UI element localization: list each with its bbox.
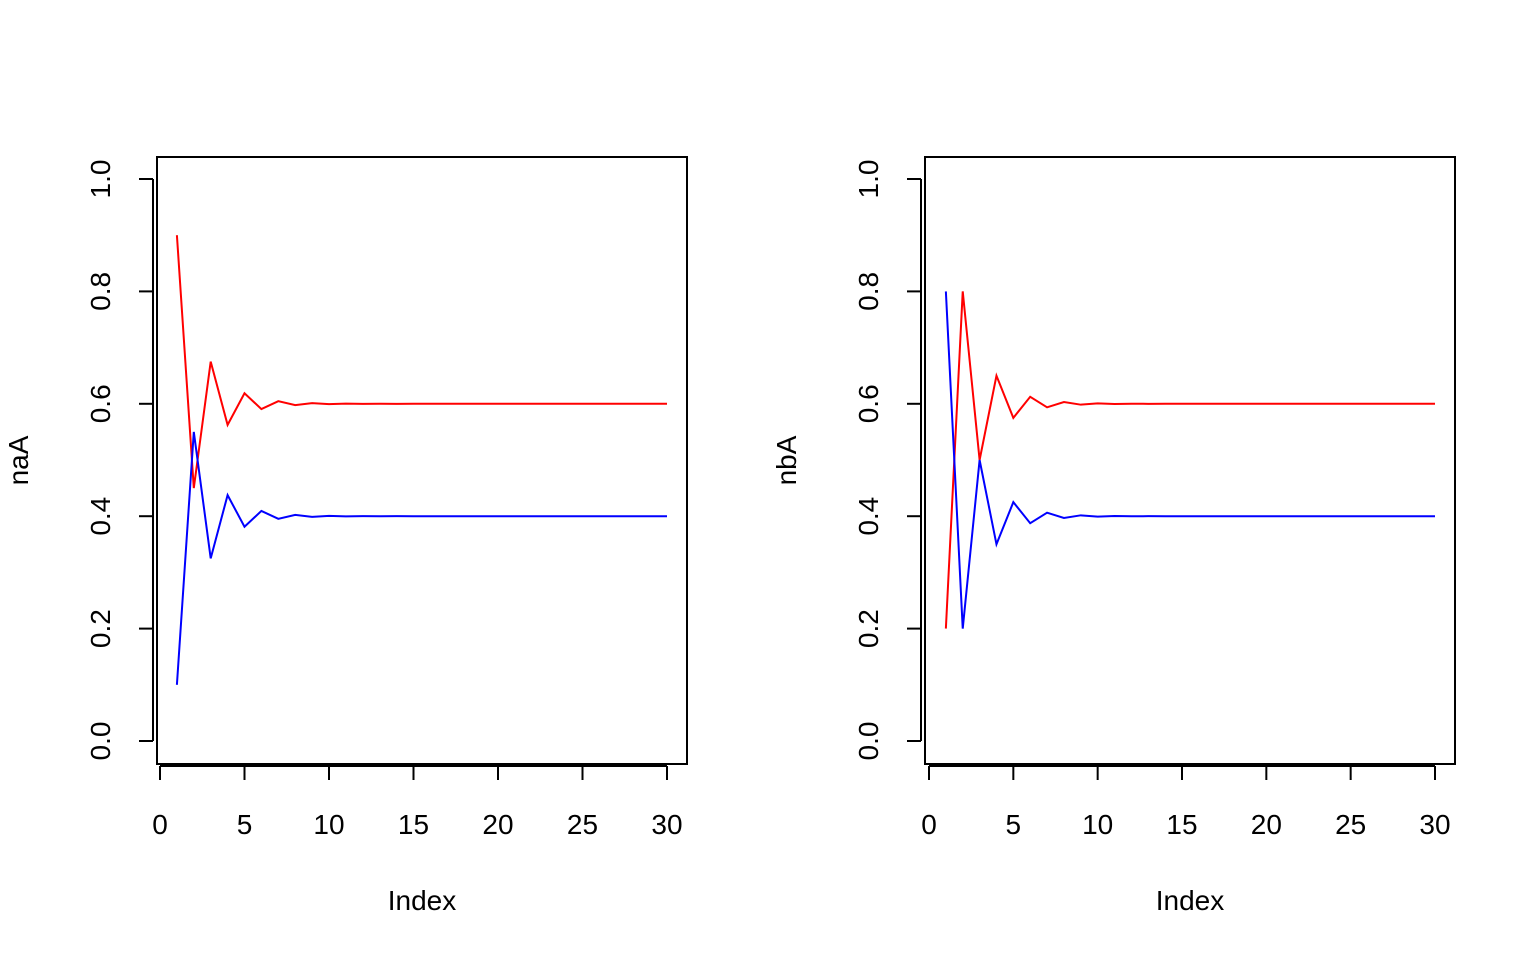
x-tick-label: 15 [398, 809, 429, 840]
x-tick-label: 30 [651, 809, 682, 840]
y-tick-label: 0.6 [85, 384, 116, 423]
x-axis-title: Index [1156, 885, 1225, 916]
y-tick-label: 0.8 [853, 272, 884, 311]
series-blue-line [175, 431, 667, 685]
y-axis-title: nbA [771, 435, 802, 485]
x-tick-label: 10 [313, 809, 344, 840]
panel-left: 0 5 10 15 20 25 30 0.0 0.2 0.4 0.6 0.8 1.0 Index naA [3, 156, 688, 916]
y-axis-title: naA [3, 435, 34, 485]
x-tick-label: 0 [921, 809, 937, 840]
y-tick-label: 0.0 [85, 722, 116, 761]
x-tick-label: 25 [567, 809, 598, 840]
y-tick-label: 0.0 [853, 722, 884, 761]
series-blue-line [944, 291, 1435, 629]
x-tick-label: 20 [1251, 809, 1282, 840]
y-tick-label: 1.0 [85, 160, 116, 199]
y-tick-label: 0.4 [853, 497, 884, 536]
x-tick-label: 25 [1335, 809, 1366, 840]
x-tick-label: 5 [237, 809, 253, 840]
plot-frame [924, 156, 1456, 765]
y-tick-label: 0.8 [85, 272, 116, 311]
x-tick-label: 0 [152, 809, 168, 840]
y-tick-label: 1.0 [853, 160, 884, 199]
x-tick-label: 5 [1006, 809, 1022, 840]
y-tick-label: 0.4 [85, 497, 116, 536]
panel-right: 0 5 10 15 20 25 30 0.0 0.2 0.4 0.6 0.8 1.0 Index nbA [771, 156, 1456, 916]
x-tick-label: 10 [1082, 809, 1113, 840]
x-tick-label: 20 [482, 809, 513, 840]
x-axis-title: Index [388, 885, 457, 916]
series-red-line [944, 291, 1435, 629]
plot-frame [156, 156, 688, 765]
x-tick-label: 30 [1419, 809, 1450, 840]
series-red-line [175, 235, 667, 489]
y-tick-label: 0.6 [853, 384, 884, 423]
y-tick-label: 0.2 [85, 609, 116, 648]
y-tick-label: 0.2 [853, 609, 884, 648]
x-tick-label: 15 [1166, 809, 1197, 840]
